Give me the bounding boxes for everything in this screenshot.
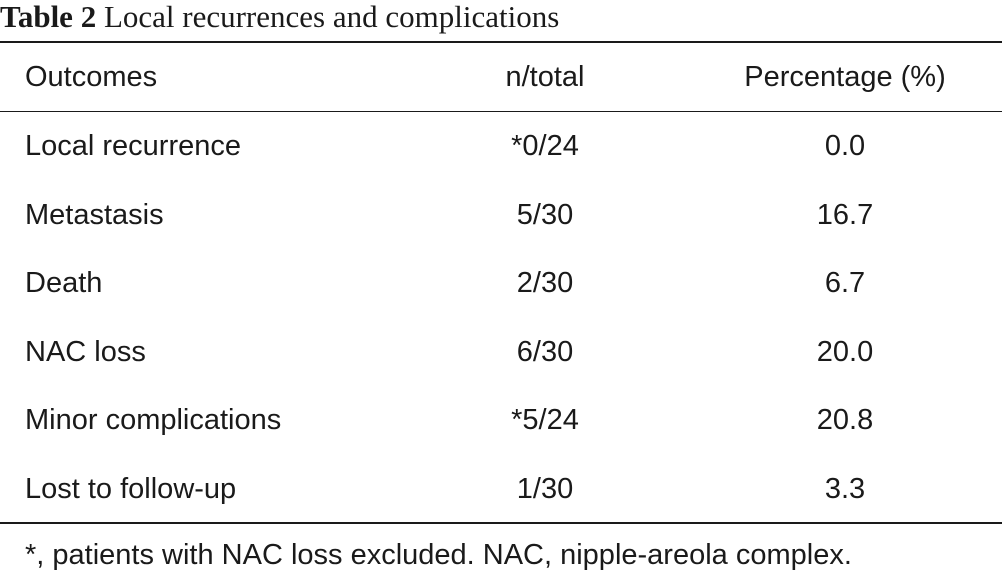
n-total-cell: 2/30 bbox=[516, 267, 574, 299]
table-row: Local recurrence *0/24 0.0 bbox=[0, 112, 1002, 181]
percentage-cell: 20.8 bbox=[816, 404, 874, 436]
table-row: Death 2/30 6.7 bbox=[0, 249, 1002, 318]
percentage-cell: 6.7 bbox=[824, 267, 866, 299]
n-total-cell: *5/24 bbox=[511, 404, 579, 436]
table-row: NAC loss 6/30 20.0 bbox=[0, 318, 1002, 387]
table-header-row: Outcomes n/total Percentage (%) bbox=[0, 43, 1002, 111]
n-total-cell: 1/30 bbox=[516, 472, 574, 505]
table-bottom-rule bbox=[0, 522, 1002, 524]
outcome-cell: Death bbox=[25, 267, 103, 299]
table-row: Minor complications *5/24 20.8 bbox=[0, 386, 1002, 455]
column-header-percentage: Percentage (%) bbox=[744, 61, 946, 93]
table-top-rule bbox=[0, 41, 1002, 43]
column-header-n-total: n/total bbox=[505, 61, 585, 93]
outcome-cell: Minor complications bbox=[25, 404, 282, 436]
percentage-cell: 0.0 bbox=[824, 130, 866, 162]
outcome-cell: NAC loss bbox=[25, 335, 146, 368]
percentage-cell: 3.3 bbox=[824, 472, 866, 505]
table-caption: Table 2 Local recurrences and complicati… bbox=[0, 0, 559, 40]
table-caption-label: Table 2 bbox=[0, 0, 97, 34]
n-total-cell: 5/30 bbox=[516, 198, 574, 231]
table-caption-title: Local recurrences and complications bbox=[103, 0, 560, 34]
percentage-cell: 20.0 bbox=[816, 335, 874, 368]
column-header-outcomes: Outcomes bbox=[25, 61, 158, 93]
outcome-cell: Metastasis bbox=[25, 198, 164, 231]
percentage-cell: 16.7 bbox=[816, 198, 874, 231]
outcomes-table: Outcomes n/total Percentage (%) bbox=[0, 43, 1002, 111]
table-body: Local recurrence *0/24 0.0 Metastasis 5/… bbox=[0, 112, 1002, 523]
outcome-cell: Lost to follow-up bbox=[25, 472, 237, 505]
table-row: Lost to follow-up 1/30 3.3 bbox=[0, 455, 1002, 524]
table-header-rule bbox=[0, 111, 1002, 112]
table-footnote: *, patients with NAC loss excluded. NAC,… bbox=[25, 539, 852, 571]
n-total-cell: *0/24 bbox=[511, 130, 579, 162]
n-total-cell: 6/30 bbox=[516, 335, 574, 368]
outcome-cell: Local recurrence bbox=[25, 130, 241, 162]
table-row: Metastasis 5/30 16.7 bbox=[0, 181, 1002, 250]
